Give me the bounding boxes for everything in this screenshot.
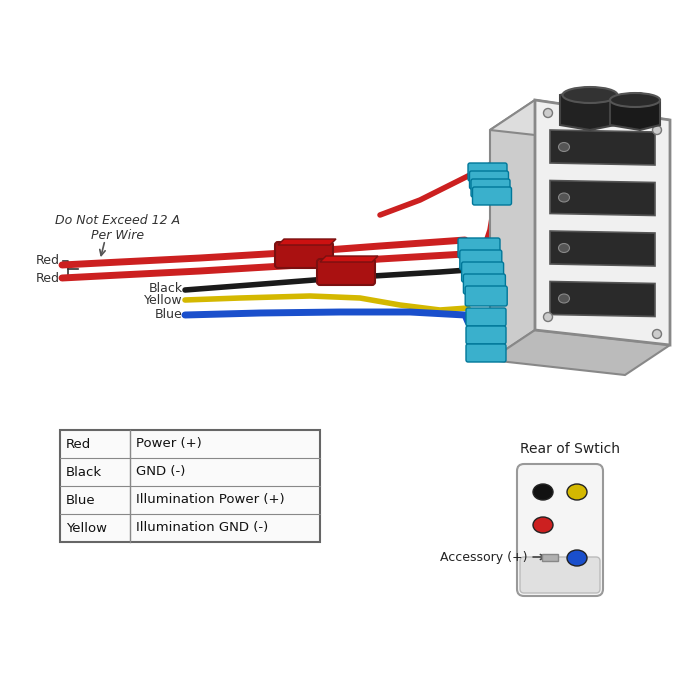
Polygon shape (320, 256, 378, 262)
Text: Black: Black (149, 281, 183, 295)
Text: Yellow: Yellow (144, 293, 183, 307)
FancyBboxPatch shape (466, 286, 507, 306)
FancyBboxPatch shape (458, 238, 500, 258)
Text: Accessory (+): Accessory (+) (440, 550, 545, 564)
FancyBboxPatch shape (470, 171, 508, 189)
Ellipse shape (567, 484, 587, 500)
FancyBboxPatch shape (461, 262, 503, 282)
Bar (60, 430, 320, 542)
Polygon shape (560, 88, 615, 130)
FancyBboxPatch shape (466, 344, 506, 362)
Text: Illumination GND (-): Illumination GND (-) (136, 522, 268, 535)
FancyBboxPatch shape (468, 163, 507, 181)
FancyBboxPatch shape (463, 274, 505, 294)
Text: Illumination Power (+): Illumination Power (+) (136, 494, 285, 507)
FancyBboxPatch shape (317, 259, 375, 285)
Polygon shape (490, 100, 670, 145)
Text: Rear of Swtich: Rear of Swtich (520, 442, 620, 456)
FancyBboxPatch shape (471, 179, 510, 197)
Ellipse shape (533, 484, 553, 500)
Polygon shape (490, 100, 535, 360)
Polygon shape (550, 231, 655, 266)
Ellipse shape (652, 330, 662, 339)
Text: GND (-): GND (-) (136, 466, 186, 479)
Ellipse shape (652, 125, 662, 134)
Polygon shape (490, 330, 670, 375)
Polygon shape (278, 239, 336, 245)
Text: Black: Black (66, 466, 102, 479)
Ellipse shape (610, 93, 660, 107)
Text: Red: Red (36, 272, 60, 284)
Text: Blue: Blue (155, 307, 183, 321)
Ellipse shape (559, 294, 570, 303)
Bar (542, 554, 558, 561)
Text: Red: Red (66, 438, 91, 451)
Polygon shape (550, 130, 655, 165)
Ellipse shape (559, 244, 570, 253)
Ellipse shape (559, 193, 570, 202)
FancyBboxPatch shape (460, 250, 502, 270)
FancyBboxPatch shape (275, 242, 333, 268)
Text: Yellow: Yellow (66, 522, 107, 535)
Text: Power (+): Power (+) (136, 438, 202, 451)
Ellipse shape (543, 108, 552, 118)
Ellipse shape (543, 312, 552, 321)
Polygon shape (610, 93, 660, 130)
Text: Red: Red (36, 255, 60, 267)
Ellipse shape (563, 87, 617, 103)
Polygon shape (550, 281, 655, 316)
FancyBboxPatch shape (466, 326, 506, 344)
FancyBboxPatch shape (466, 308, 506, 326)
Text: Blue: Blue (66, 494, 96, 507)
FancyBboxPatch shape (517, 464, 603, 596)
Ellipse shape (559, 143, 570, 151)
Polygon shape (535, 100, 670, 345)
Ellipse shape (533, 517, 553, 533)
FancyBboxPatch shape (520, 557, 600, 593)
Text: Do Not Exceed 12 A
Per Wire: Do Not Exceed 12 A Per Wire (55, 214, 181, 242)
Polygon shape (550, 181, 655, 216)
Ellipse shape (567, 550, 587, 566)
FancyBboxPatch shape (473, 187, 512, 205)
